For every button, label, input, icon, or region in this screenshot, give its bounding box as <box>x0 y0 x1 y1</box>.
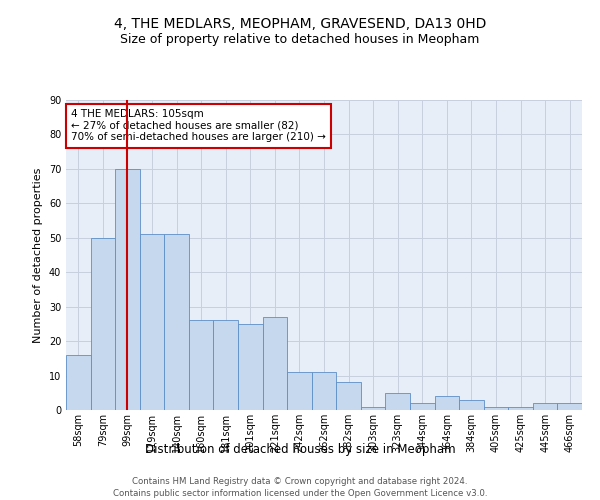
Bar <box>434 396 459 410</box>
Text: Contains public sector information licensed under the Open Government Licence v3: Contains public sector information licen… <box>113 489 487 498</box>
Text: 4 THE MEDLARS: 105sqm
← 27% of detached houses are smaller (82)
70% of semi-deta: 4 THE MEDLARS: 105sqm ← 27% of detached … <box>71 110 326 142</box>
Text: 4, THE MEDLARS, MEOPHAM, GRAVESEND, DA13 0HD: 4, THE MEDLARS, MEOPHAM, GRAVESEND, DA13… <box>114 18 486 32</box>
Bar <box>508 406 533 410</box>
Bar <box>361 406 385 410</box>
Bar <box>164 234 189 410</box>
Bar <box>115 169 140 410</box>
Bar <box>214 320 238 410</box>
Bar <box>312 372 336 410</box>
Bar <box>140 234 164 410</box>
Bar <box>66 355 91 410</box>
Y-axis label: Number of detached properties: Number of detached properties <box>33 168 43 342</box>
Text: Size of property relative to detached houses in Meopham: Size of property relative to detached ho… <box>121 32 479 46</box>
Text: Distribution of detached houses by size in Meopham: Distribution of detached houses by size … <box>145 442 455 456</box>
Bar <box>410 403 434 410</box>
Bar <box>484 406 508 410</box>
Bar <box>238 324 263 410</box>
Bar <box>336 382 361 410</box>
Bar <box>91 238 115 410</box>
Bar <box>557 403 582 410</box>
Bar <box>385 393 410 410</box>
Bar <box>287 372 312 410</box>
Bar <box>533 403 557 410</box>
Text: Contains HM Land Registry data © Crown copyright and database right 2024.: Contains HM Land Registry data © Crown c… <box>132 478 468 486</box>
Bar <box>459 400 484 410</box>
Bar <box>263 317 287 410</box>
Bar <box>189 320 214 410</box>
